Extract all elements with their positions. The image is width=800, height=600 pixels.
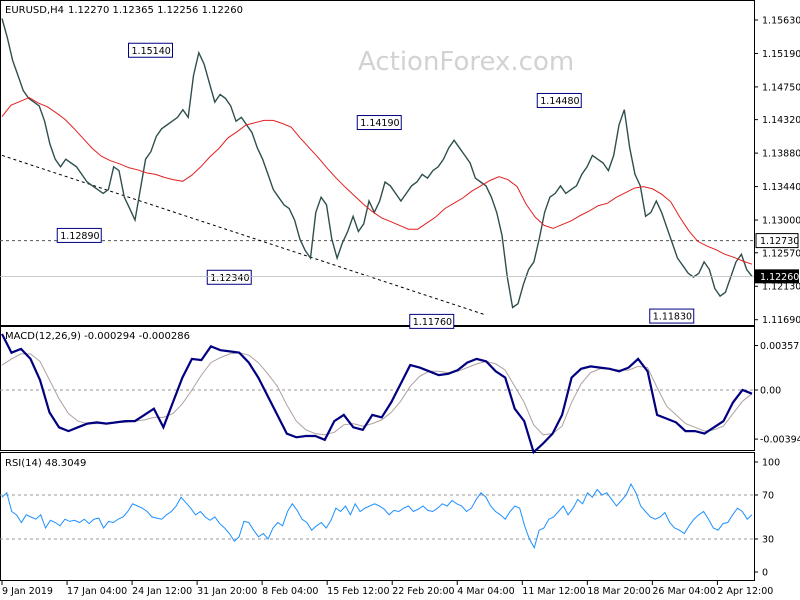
annotation-label: 1.14480 (540, 96, 579, 107)
x-tick-label: 8 Feb 04:00 (262, 586, 318, 597)
price-y-tick-label: 1.14320 (762, 115, 800, 126)
x-tick-label: 24 Jan 12:00 (132, 586, 192, 597)
price-panel-title: EURUSD,H4 (5, 5, 64, 16)
annotation-label: 1.14190 (360, 118, 399, 129)
annotation-label: 1.12890 (60, 231, 99, 242)
price-y-tick-label: 1.12130 (762, 282, 800, 293)
macd-panel-title: MACD(12,26,9) -0.000294 -0.000286 (5, 331, 190, 342)
macd-y-tick-label: 0.003573 (760, 341, 800, 352)
annotation-label: 1.11830 (653, 312, 692, 323)
rsi-y-tick-label: 0 (762, 568, 768, 579)
rsi-y-tick-label: 70 (762, 491, 774, 502)
rsi-y-tick-label: 100 (762, 458, 780, 469)
x-tick-label: 26 Mar 04:00 (652, 586, 715, 597)
last-price-label: 1.12260 (760, 272, 799, 283)
price-y-tick-label: 1.12570 (762, 248, 800, 259)
x-tick-label: 22 Feb 20:00 (392, 586, 454, 597)
x-tick-label: 31 Jan 20:00 (197, 586, 257, 597)
x-tick-label: 9 Jan 2019 (2, 586, 53, 597)
price-y-tick-label: 1.13880 (762, 149, 800, 160)
price-y-tick-label: 1.14750 (762, 82, 800, 93)
rsi-panel-title: RSI(14) 48.3049 (5, 458, 86, 469)
price-y-tick-label: 1.13000 (762, 216, 800, 227)
annotation-label: 1.12340 (210, 273, 249, 284)
price-y-tick-label: 1.13440 (762, 182, 800, 193)
price-ohlc-readout: 1.12270 1.12365 1.12256 1.12260 (68, 5, 243, 16)
price-y-tick-label: 1.15630 (762, 15, 800, 26)
watermark: ActionForex.com (358, 47, 574, 77)
x-tick-label: 11 Mar 12:00 (522, 586, 585, 597)
x-tick-label: 17 Jan 04:00 (67, 586, 127, 597)
x-tick-label: 4 Mar 04:00 (457, 586, 514, 597)
annotation-label: 1.15140 (132, 46, 171, 57)
rsi-y-tick-label: 30 (762, 535, 774, 546)
macd-y-tick-label: -0.003945 (760, 435, 800, 446)
annotation-label: 1.11760 (413, 317, 452, 328)
resistance-label: 1.12730 (760, 236, 799, 247)
price-y-tick-label: 1.15190 (762, 49, 800, 60)
x-tick-label: 15 Feb 12:00 (327, 586, 389, 597)
x-tick-label: 18 Mar 20:00 (587, 586, 650, 597)
x-tick-label: 2 Apr 12:00 (717, 586, 773, 597)
macd-y-tick-label: 0.00 (760, 386, 781, 397)
price-y-tick-label: 1.11690 (762, 315, 800, 326)
